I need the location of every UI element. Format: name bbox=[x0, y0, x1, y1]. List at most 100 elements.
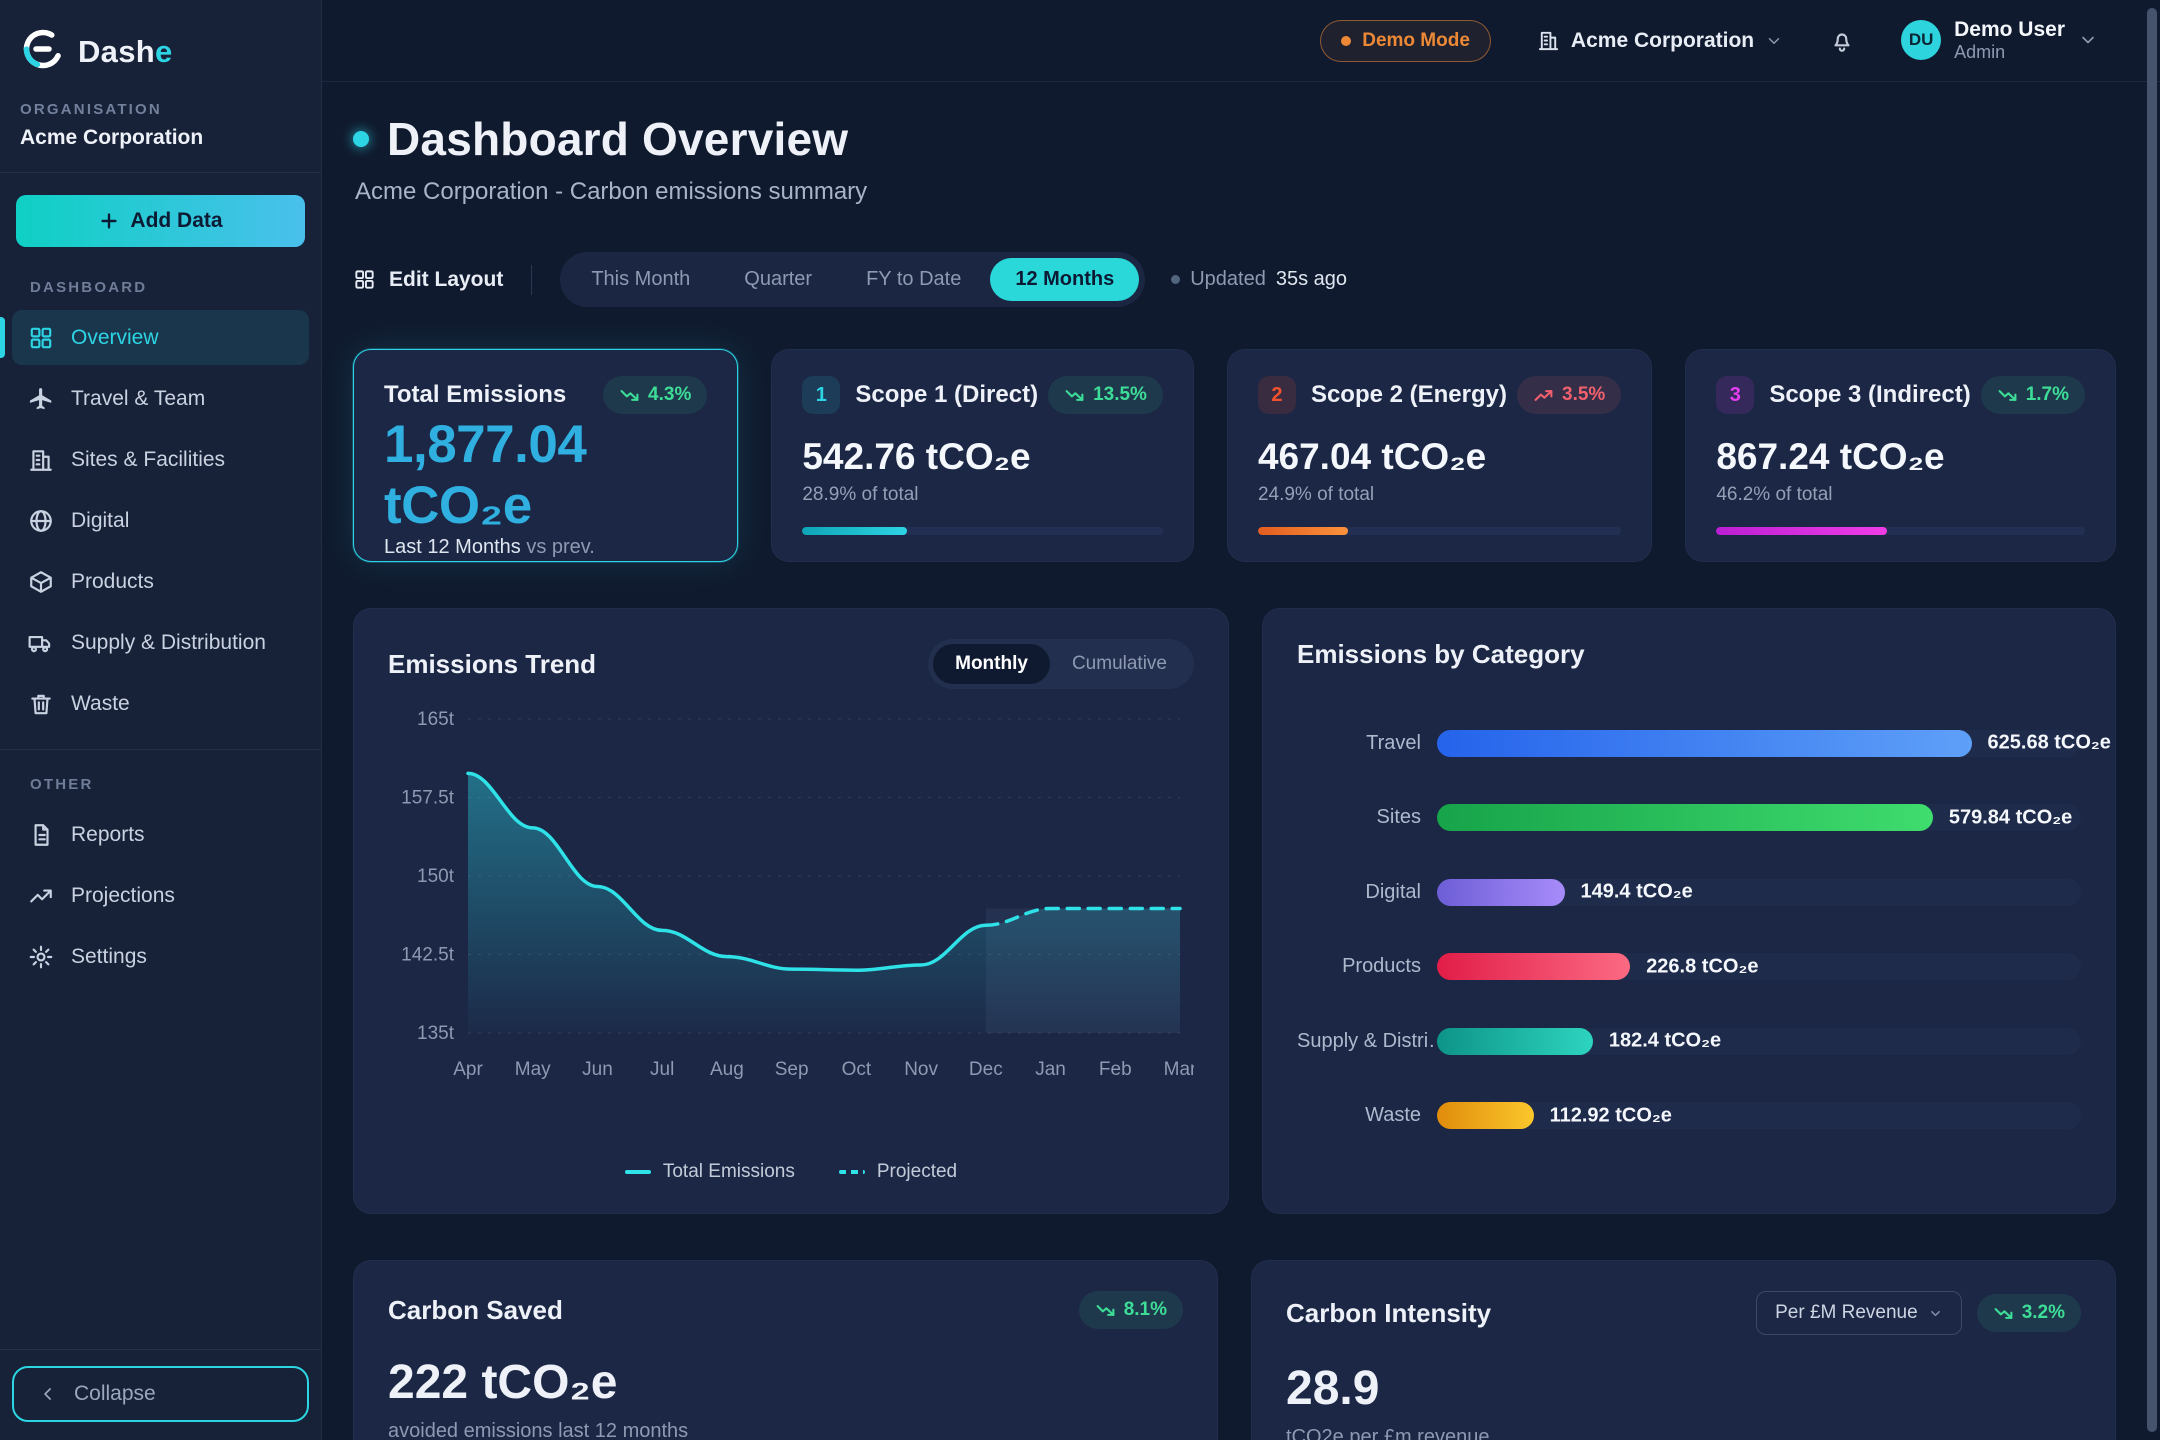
svg-text:Jun: Jun bbox=[582, 1059, 613, 1080]
brand-name: Dashe bbox=[78, 33, 173, 69]
sidebar-footer: Collapse bbox=[0, 1349, 321, 1440]
notifications-button[interactable] bbox=[1829, 28, 1855, 54]
page-subtitle: Acme Corporation - Carbon emissions summ… bbox=[355, 178, 868, 205]
svg-text:May: May bbox=[515, 1059, 551, 1080]
svg-text:Jan: Jan bbox=[1035, 1059, 1066, 1080]
sidebar-item-travel-team[interactable]: Travel & Team bbox=[12, 371, 309, 426]
sidebar-item-reports[interactable]: Reports bbox=[12, 807, 309, 862]
kpi-card-scope-2[interactable]: 2 Scope 2 (Energy) 3.5% 467.04 tCO₂e 24.… bbox=[1226, 349, 1653, 562]
org-selector[interactable]: Acme Corporation bbox=[1537, 29, 1783, 53]
scrollbar-thumb[interactable] bbox=[2147, 8, 2157, 1432]
brand-logo-icon bbox=[20, 26, 66, 77]
category-bar-fill bbox=[1437, 953, 1631, 981]
user-role: Admin bbox=[1954, 42, 2006, 63]
carbon-saved-card[interactable]: Carbon Saved 8.1% 222 tCO₂e avoided emis… bbox=[353, 1260, 1218, 1440]
category-row-digital: Digital 149.4 tCO₂e bbox=[1297, 878, 2081, 906]
legend-line-icon bbox=[624, 1170, 651, 1174]
sidebar: Dashe ORGANISATION Acme Corporation Add … bbox=[0, 0, 322, 1440]
kpi-share: 28.9% of total bbox=[802, 483, 919, 505]
sidebar-item-sites-facilities[interactable]: Sites & Facilities bbox=[12, 432, 309, 487]
sidebar-item-overview[interactable]: Overview bbox=[0, 310, 309, 365]
svg-text:150t: 150t bbox=[417, 866, 455, 887]
svg-text:Jul: Jul bbox=[650, 1059, 674, 1080]
card-subtitle: avoided emissions last 12 months bbox=[388, 1420, 689, 1440]
toggle-monthly[interactable]: Monthly bbox=[933, 644, 1050, 684]
toggle-cumulative[interactable]: Cumulative bbox=[1050, 644, 1189, 684]
box-icon bbox=[30, 570, 52, 593]
sidebar-item-supply-distribution[interactable]: Supply & Distribution bbox=[12, 615, 309, 670]
sidebar-item-products[interactable]: Products bbox=[12, 554, 309, 609]
demo-mode-badge[interactable]: Demo Mode bbox=[1320, 19, 1491, 62]
category-bar: 579.84 tCO₂e bbox=[1437, 804, 2081, 832]
organisation-name: Acme Corporation bbox=[20, 126, 204, 149]
updated-dot-icon bbox=[1171, 275, 1181, 284]
sidebar-section: DASHBOARD Overview Travel & Team Sites & Fa… bbox=[0, 253, 321, 731]
svg-text:Sep: Sep bbox=[775, 1059, 809, 1080]
collapse-sidebar-button[interactable]: Collapse bbox=[12, 1366, 309, 1422]
add-data-button[interactable]: Add Data bbox=[16, 195, 305, 247]
category-label: Products bbox=[1342, 955, 1421, 978]
bell-icon bbox=[1834, 32, 1850, 52]
scope-number-badge: 2 bbox=[1257, 376, 1296, 414]
kpi-share: 24.9% of total bbox=[1257, 483, 1375, 505]
kpi-title: Scope 1 (Direct) bbox=[855, 381, 1039, 408]
globe-icon bbox=[30, 509, 52, 532]
svg-text:142.5t: 142.5t bbox=[401, 945, 455, 966]
legend-projected: Projected bbox=[838, 1161, 957, 1183]
organisation-block: ORGANISATION Acme Corporation bbox=[0, 101, 321, 173]
kpi-subtitle: Last 12 Months vs prev. bbox=[384, 536, 595, 558]
sidebar-section: OTHER Reports Projections Settings bbox=[0, 749, 321, 984]
user-menu[interactable]: DU Demo User Admin bbox=[1901, 18, 2098, 63]
grid-icon bbox=[30, 327, 52, 348]
time-range-tabs: This Month Quarter FY to Date 12 Months bbox=[560, 252, 1146, 307]
trend-badge: 3.5% bbox=[1517, 376, 1622, 414]
category-row-supply-distri: Supply & Distri… 182.4 tCO₂e bbox=[1297, 1027, 2081, 1055]
category-bar-fill bbox=[1437, 1102, 1534, 1130]
tab-quarter[interactable]: Quarter bbox=[719, 258, 837, 301]
tab-this-month[interactable]: This Month bbox=[566, 258, 715, 301]
kpi-card-scope-3[interactable]: 3 Scope 3 (Indirect) 1.7% 867.24 tCO₂e 4… bbox=[1685, 349, 2116, 562]
sidebar-item-label: Supply & Distribution bbox=[71, 630, 266, 654]
scrollbar[interactable] bbox=[2146, 0, 2159, 1440]
category-value: 149.4 tCO₂e bbox=[1580, 880, 1693, 903]
category-bar-fill bbox=[1437, 729, 1972, 757]
page-title: Dashboard Overview bbox=[387, 113, 849, 165]
divider bbox=[531, 264, 533, 295]
tab-fy-to-date[interactable]: FY to Date bbox=[841, 258, 986, 301]
sidebar-section-label: OTHER bbox=[30, 776, 94, 793]
sidebar-item-projections[interactable]: Projections bbox=[12, 868, 309, 923]
sidebar-item-label: Projections bbox=[71, 883, 175, 907]
avatar: DU bbox=[1901, 20, 1942, 61]
sidebar-item-digital[interactable]: Digital bbox=[12, 493, 309, 548]
category-label: Waste bbox=[1365, 1104, 1421, 1127]
svg-text:Dec: Dec bbox=[969, 1059, 1003, 1080]
chevron-down-icon bbox=[1930, 1310, 1940, 1316]
brand-logo: Dashe bbox=[0, 0, 321, 101]
intensity-metric-selector[interactable]: Per £M Revenue bbox=[1756, 1291, 1962, 1335]
kpi-title: Scope 3 (Indirect) bbox=[1769, 381, 1971, 408]
edit-layout-button[interactable]: Edit Layout bbox=[353, 268, 503, 292]
category-value: 579.84 tCO₂e bbox=[1948, 806, 2073, 829]
chart-legend: Total Emissions Projected bbox=[388, 1161, 1194, 1183]
truck-icon bbox=[28, 635, 51, 652]
tab-12-months[interactable]: 12 Months bbox=[990, 258, 1140, 301]
category-bar-fill bbox=[1437, 1027, 1593, 1055]
card-value: 222 tCO₂e bbox=[388, 1356, 618, 1409]
sidebar-item-waste[interactable]: Waste bbox=[12, 676, 309, 731]
category-bar: 112.92 tCO₂e bbox=[1437, 1102, 2081, 1130]
kpi-card-scope-1[interactable]: 1 Scope 1 (Direct) 13.5% 542.76 tCO₂e 28… bbox=[771, 349, 1194, 562]
kpi-value: 867.24 tCO₂e bbox=[1716, 435, 1945, 477]
kpi-card-total-emissions[interactable]: Total Emissions 4.3% 1,877.04 tCO₂e Last… bbox=[353, 349, 739, 562]
user-info: Demo User Admin bbox=[1954, 18, 2065, 63]
sidebar-item-label: Overview bbox=[71, 325, 159, 349]
trend-line-svg: 165t 157.5t 150t 142.5t 135t Apr May Jun Jul Aug S… bbox=[401, 709, 1197, 1080]
trend-icon bbox=[30, 889, 52, 902]
category-value: 226.8 tCO₂e bbox=[1646, 955, 1759, 978]
scope-progress-bar bbox=[1257, 527, 1622, 535]
trend-mode-toggle: Monthly Cumulative bbox=[928, 639, 1194, 689]
gear-icon bbox=[29, 945, 53, 968]
carbon-intensity-card[interactable]: Carbon Intensity Per £M Revenue 3.2% 28.… bbox=[1251, 1260, 2116, 1440]
plus-icon bbox=[101, 213, 118, 229]
sidebar-item-settings[interactable]: Settings bbox=[12, 929, 309, 984]
kpi-value: 1,877.04 tCO₂e bbox=[384, 415, 587, 535]
